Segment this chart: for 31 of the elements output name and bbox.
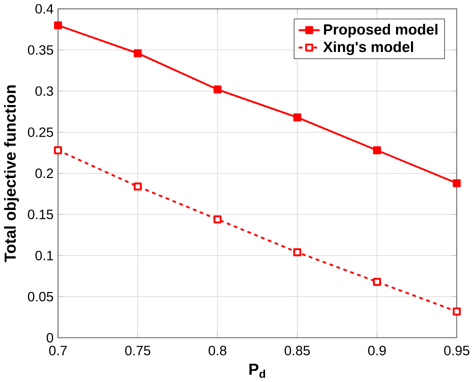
point bbox=[373, 278, 381, 286]
x-tick-label: 0.9 bbox=[368, 346, 386, 356]
point bbox=[214, 85, 222, 94]
y-tick-label: 0 bbox=[46, 333, 54, 343]
point bbox=[452, 179, 461, 188]
point bbox=[293, 248, 302, 256]
y-tick-label: 0.3 bbox=[35, 86, 54, 96]
y-tick-label: 0.2 bbox=[35, 168, 53, 178]
y-tick-label: 0.25 bbox=[28, 127, 54, 137]
point bbox=[452, 307, 461, 316]
x-tick-label: 0.95 bbox=[444, 346, 470, 356]
y-tick-label: 0.35 bbox=[28, 45, 54, 55]
point bbox=[54, 146, 62, 154]
point bbox=[134, 49, 142, 58]
point bbox=[293, 113, 302, 122]
x-tick-label: 0.7 bbox=[49, 346, 67, 356]
y-axis-title: Total objective function bbox=[4, 85, 19, 262]
point bbox=[214, 215, 222, 224]
legend-label: Proposed model bbox=[324, 24, 438, 38]
point bbox=[373, 146, 381, 154]
y-tick-label: 0.1 bbox=[35, 250, 54, 260]
x-axis-title: P$_{d}$ bbox=[249, 364, 266, 378]
y-tick-label: 0.15 bbox=[28, 210, 54, 220]
point bbox=[54, 21, 62, 30]
legend-label: Xing's model bbox=[323, 41, 414, 56]
x-tick-label: 0.8 bbox=[208, 346, 226, 356]
y-tick-label: 0.05 bbox=[28, 292, 54, 302]
y-tick-label: 0.4 bbox=[35, 4, 54, 14]
x-tick-label: 0.85 bbox=[284, 346, 310, 356]
point bbox=[134, 182, 142, 190]
x-tick-label: 0.75 bbox=[125, 346, 150, 356]
